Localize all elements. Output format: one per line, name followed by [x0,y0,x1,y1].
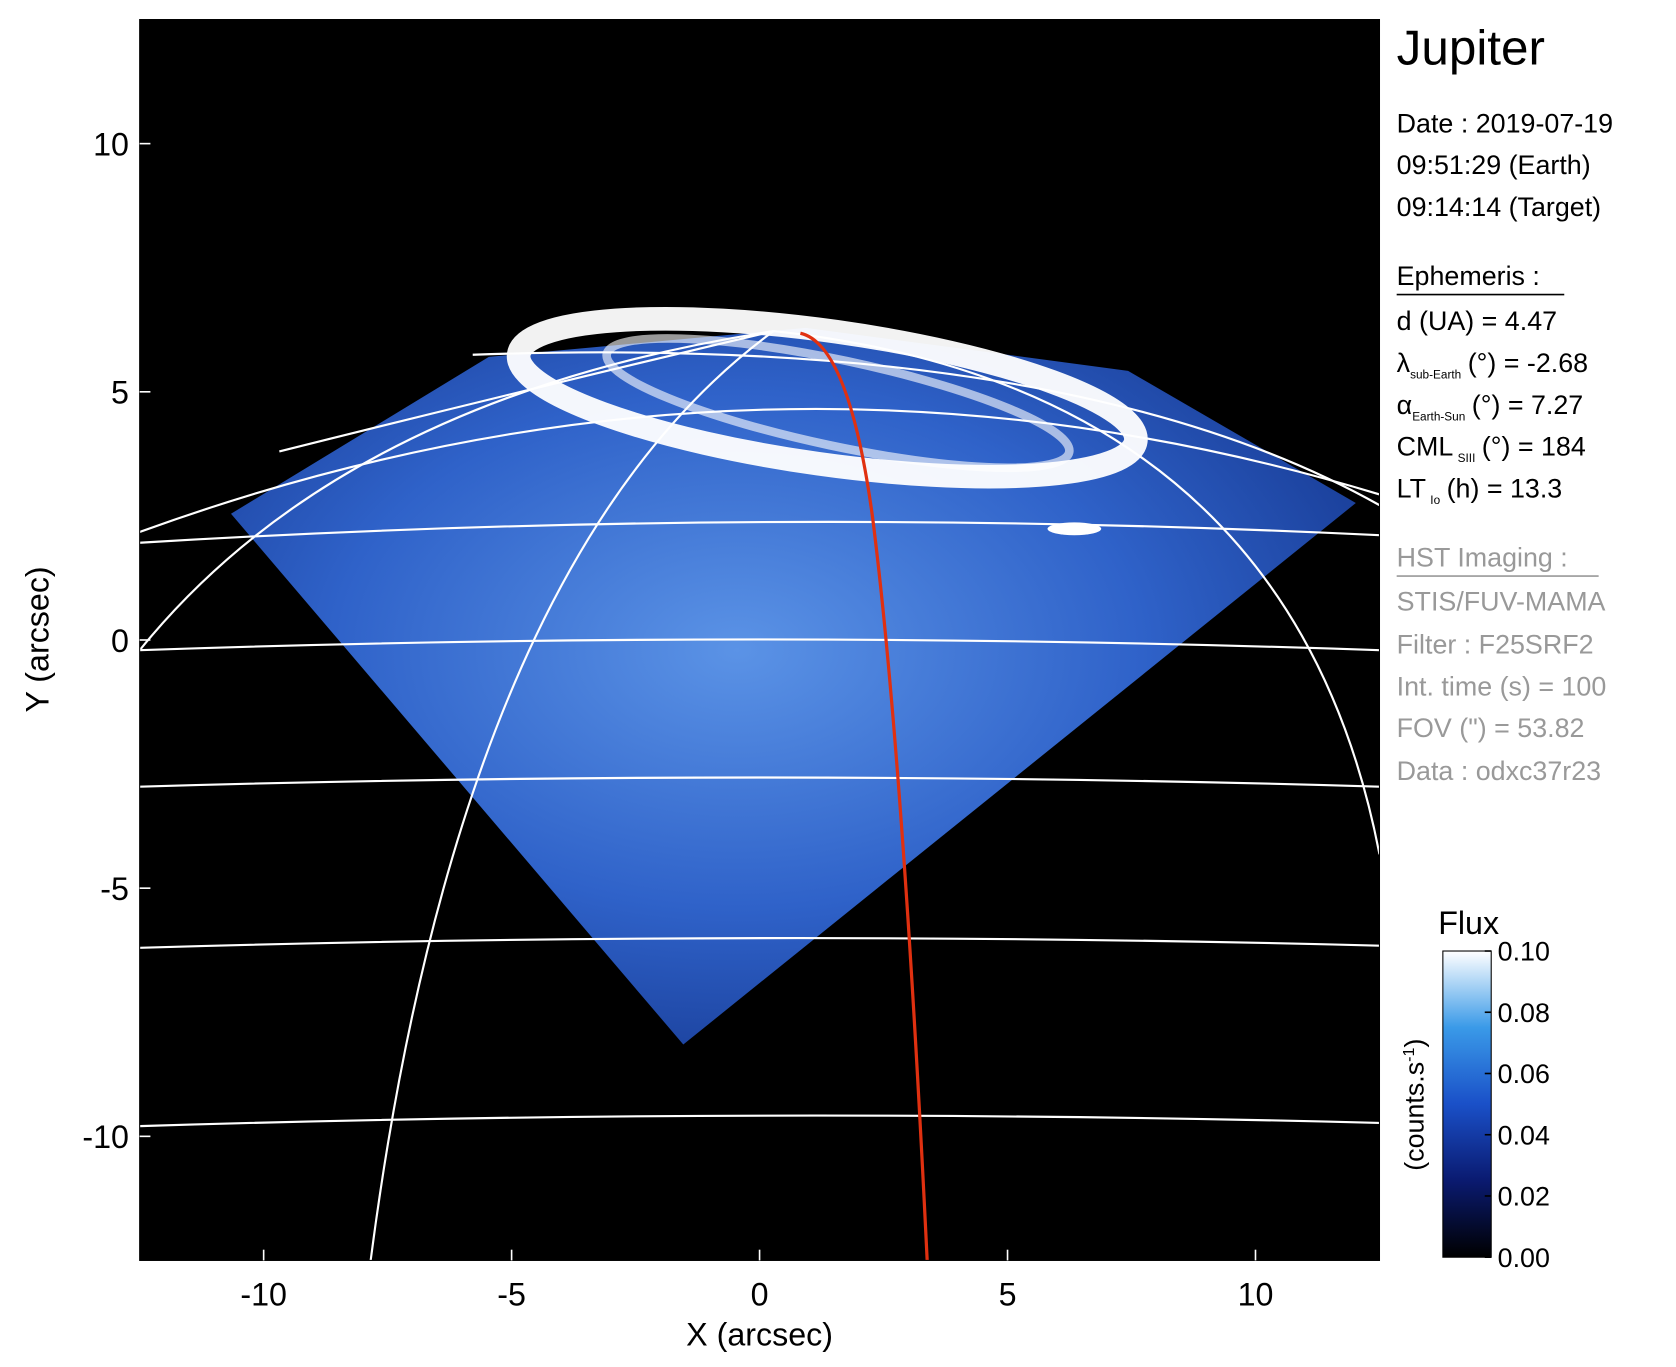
imaging-line: Filter : F25SRF2 [1397,629,1594,659]
colorbar-tick-label: 0.08 [1498,998,1550,1028]
x-tick-label: -10 [240,1277,287,1313]
terminator-line [799,331,929,1261]
symbol: λ [1397,348,1411,378]
y-tick-label: -10 [82,1119,129,1155]
y-tick-label: 0 [111,623,129,659]
imaging-line: Int. time (s) = 100 [1397,671,1607,701]
symbol: LT [1397,474,1426,504]
y-tick-label: 5 [111,375,129,411]
subscript: Earth-Sun [1412,409,1465,423]
label-end: ) [1400,1039,1430,1048]
y-tick-label: -5 [100,871,129,907]
observed-region [230,327,1356,1045]
value: (°) = 7.27 [1472,390,1583,420]
imaging-line: STIS/FUV-MAMA [1397,586,1606,616]
ephemeris-line: d (UA) = 4.47 [1397,306,1557,336]
ephemeris-line: LT Io (h) = 13.3 [1397,474,1563,507]
x-tick-label: 10 [1238,1277,1274,1313]
symbol: CML [1397,432,1454,462]
date-line: 09:14:14 (Target) [1397,192,1601,222]
colorbar [1442,950,1492,1258]
imaging-title: HST Imaging : [1397,542,1568,572]
symbol: α [1397,390,1413,420]
ephemeris-line: λsub-Earth (°) = -2.68 [1397,348,1588,381]
colorbar-title: Flux [1438,905,1499,941]
imaging-line: FOV (") = 53.82 [1397,713,1585,743]
title: Jupiter [1397,21,1545,76]
x-tick-label: 0 [751,1277,769,1313]
colorbar-tick-label: 0.02 [1498,1182,1550,1212]
ephemeris-title: Ephemeris : [1397,261,1540,291]
colorbar-tick-label: 0.04 [1498,1120,1550,1150]
colorbar-tick-label: 0.06 [1498,1059,1550,1089]
y-axis-label: Y (arcsec) [19,566,55,712]
colorbar-label: (counts.s-1) [1400,1039,1430,1171]
imaging-line: Data : odxc37r23 [1397,756,1601,786]
planet-grid [139,330,1380,1261]
ephemeris-line: CML SIII (°) = 184 [1397,432,1586,465]
subscript: SIII [1458,451,1476,465]
label: (counts.s [1400,1062,1430,1171]
value: (°) = -2.68 [1468,348,1588,378]
subscript: Io [1430,493,1440,507]
subscript: sub-Earth [1410,367,1461,381]
x-tick-label: 5 [999,1277,1017,1313]
colorbar-tick-label: 0.10 [1498,937,1550,967]
label-sup: -1 [1400,1047,1418,1061]
date-line: Date : 2019-07-19 [1397,108,1613,138]
value: (h) = 13.3 [1447,474,1563,504]
image-area [139,19,1380,1261]
x-axis-label: X (arcsec) [686,1316,833,1352]
colorbar-tick-label: 0.00 [1498,1243,1550,1273]
value: (°) = 184 [1482,432,1586,462]
date-line: 09:51:29 (Earth) [1397,150,1591,180]
x-tick-label: -5 [497,1277,526,1313]
y-tick-label: 10 [93,126,129,162]
ephemeris-line: αEarth-Sun (°) = 7.27 [1397,390,1584,423]
